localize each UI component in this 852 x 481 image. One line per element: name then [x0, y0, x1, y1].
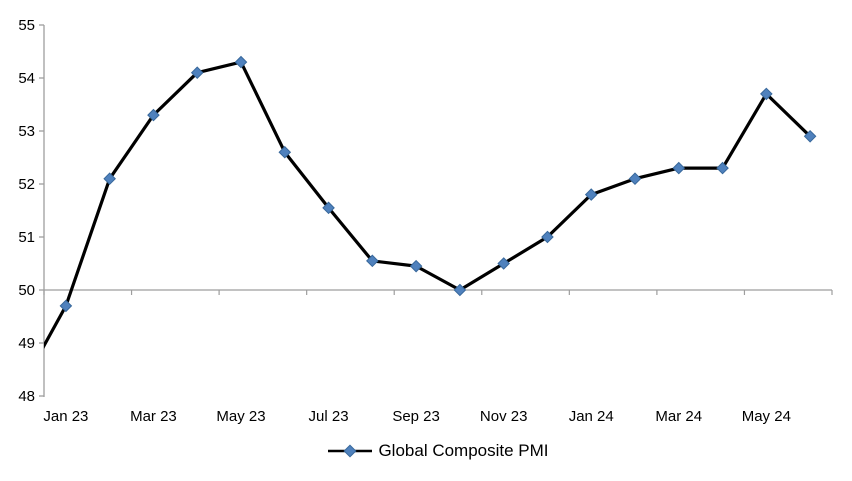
x-tick-label: May 24 [742, 408, 791, 425]
y-tick-label: 52 [18, 176, 35, 193]
data-point-marker [409, 259, 423, 273]
data-point-marker [628, 172, 642, 186]
data-point-marker [760, 87, 773, 101]
y-tick-label: 54 [18, 70, 35, 87]
x-tick-label: May 23 [216, 408, 265, 425]
series-line [44, 60, 812, 349]
data-point-marker [497, 257, 510, 270]
x-axis: Jan 23 Mar 23 May 23 Jul 23 Sep 23 Nov 23 Jan … [43, 289, 833, 425]
data-point-marker [103, 172, 116, 186]
data-point-marker [190, 66, 204, 80]
data-point-marker [584, 188, 598, 201]
legend-label: Global Composite PMI [378, 441, 549, 460]
y-axis: 48 49 50 51 52 53 54 55 [18, 17, 45, 405]
data-point-marker [453, 283, 467, 297]
data-point-marker [672, 161, 686, 175]
x-tick-label: Jan 24 [569, 408, 614, 425]
x-tick-label: Jan 23 [43, 408, 88, 425]
y-tick-label: 51 [18, 229, 35, 246]
data-point-marker [322, 201, 335, 215]
x-tick-label: Nov 23 [480, 408, 528, 425]
data-point-marker [234, 55, 248, 69]
y-tick-label: 50 [18, 282, 35, 299]
data-point-marker [541, 230, 554, 244]
chart-legend: Global Composite PMI [44, 440, 832, 462]
y-tick-label: 55 [18, 17, 35, 34]
x-tick-label: Mar 24 [655, 408, 702, 425]
series-global-composite-pmi [44, 55, 817, 349]
y-tick-label: 49 [18, 335, 35, 352]
data-point-marker [59, 299, 73, 313]
data-point-marker [147, 108, 160, 122]
y-tick-label: 48 [18, 388, 35, 405]
data-point-marker [716, 161, 729, 175]
x-tick-label: Sep 23 [392, 408, 440, 425]
x-tick-label: Jul 23 [309, 408, 349, 425]
legend-line-diamond-icon [328, 444, 373, 458]
x-tick-label: Mar 23 [130, 408, 177, 425]
y-tick-label: 53 [18, 123, 35, 140]
data-point-marker [278, 145, 292, 159]
data-point-marker [366, 254, 379, 268]
data-point-marker [803, 129, 817, 143]
